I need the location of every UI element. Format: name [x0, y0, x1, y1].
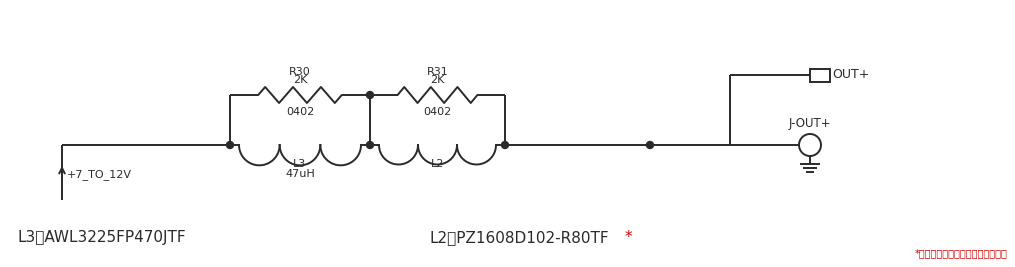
- Text: R31: R31: [426, 67, 449, 77]
- Circle shape: [799, 134, 821, 156]
- Circle shape: [501, 142, 509, 148]
- Text: L2：PZ1608D102-R80TF: L2：PZ1608D102-R80TF: [430, 230, 610, 245]
- Text: 2K: 2K: [430, 75, 445, 85]
- Text: R30: R30: [289, 67, 311, 77]
- Text: OUT+: OUT+: [832, 69, 870, 81]
- Bar: [810, 69, 830, 81]
- Text: *: *: [625, 230, 632, 245]
- Text: 47uH: 47uH: [285, 169, 315, 179]
- Text: 0402: 0402: [423, 107, 452, 117]
- Circle shape: [366, 142, 374, 148]
- Text: L3：AWL3225FP470JTF: L3：AWL3225FP470JTF: [18, 230, 187, 245]
- Circle shape: [647, 142, 654, 148]
- Circle shape: [366, 92, 374, 99]
- Text: J-OUT+: J-OUT+: [789, 117, 831, 130]
- Text: 2K: 2K: [292, 75, 308, 85]
- Text: +7_TO_12V: +7_TO_12V: [67, 170, 132, 180]
- Text: L3: L3: [293, 159, 307, 169]
- Circle shape: [226, 142, 233, 148]
- Text: *二级滤波中的磁珠是非汽车电子品: *二级滤波中的磁珠是非汽车电子品: [916, 248, 1008, 258]
- Text: L2: L2: [430, 159, 445, 169]
- Text: 0402: 0402: [286, 107, 314, 117]
